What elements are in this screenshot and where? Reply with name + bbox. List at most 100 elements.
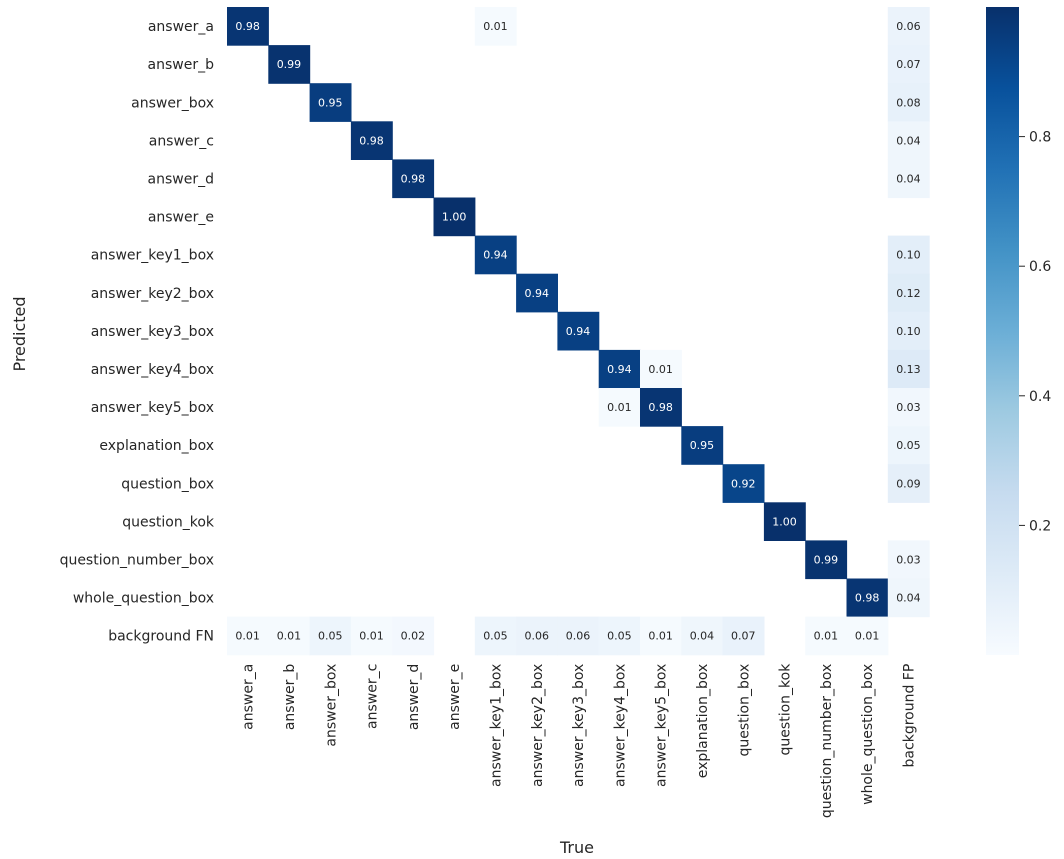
heatmap-cells: 0.98 0.01 0.06 0.99 0.07 0.95 0.08 0.98 0.04 0.98… [227,7,930,656]
y-tick-label: answer_key4_box [91,362,214,378]
y-tick-label: answer_key1_box [91,248,214,264]
cell-value-label: 0.06 [566,630,591,643]
heatmap-cell [887,349,930,389]
heatmap-cell [350,121,393,160]
x-tick-label: question_kok [778,663,794,756]
cell-value-label: 0.10 [896,249,921,262]
y-tick-label: answer_box [131,95,214,111]
heatmap-cell [887,426,930,465]
y-tick-label: answer_key5_box [91,400,214,416]
cell-value-label: 0.01 [607,401,632,414]
heatmap-cell [474,616,517,656]
cell-value-label: 0.04 [690,630,715,643]
heatmap-cell [598,388,641,427]
y-tick-label: question_box [121,476,214,492]
heatmap-cell [227,616,269,656]
x-tick-label: answer_a [241,664,257,730]
heatmap-cell [887,273,930,313]
cell-value-label: 0.05 [896,439,921,452]
cell-value-label: 0.94 [566,325,591,338]
heatmap-cell [887,464,930,503]
heatmap-cell [887,159,930,199]
heatmap-cell [805,616,848,656]
y-tick-label: answer_d [148,171,214,187]
cell-value-label: 0.01 [359,630,384,643]
cell-value-label: 0.98 [855,592,880,605]
x-tick-label: whole_question_box [860,664,876,805]
heatmap-cell [805,540,848,580]
cell-value-label: 0.94 [483,249,508,262]
y-tick-label: answer_b [148,57,215,73]
x-tick-label: answer_key4_box [612,664,628,787]
heatmap-cell [763,502,806,541]
x-tick-label: answer_key1_box [488,664,504,787]
heatmap-cell [846,616,889,656]
x-tick-labels: answer_a answer_b answer_box answer_c answer… [241,663,918,818]
cell-value-label: 0.99 [277,58,302,71]
cell-value-label: 0.99 [814,553,839,566]
x-tick-label: answer_b [282,664,298,731]
cell-value-label: 0.02 [401,630,426,643]
x-tick-label: answer_d [406,664,422,730]
cell-value-label: 0.01 [648,630,673,643]
cell-value-label: 0.05 [318,630,343,643]
heatmap-cell [846,578,889,618]
colorbar-tick-label: 0.8 [1029,130,1051,146]
colorbar-tick-label: 0.4 [1029,389,1051,405]
cell-value-label: 0.94 [525,287,550,300]
cell-value-label: 1.00 [442,211,467,224]
cell-value-label: 0.07 [731,630,756,643]
heatmap-cell [268,45,311,84]
heatmap-cell [681,426,724,465]
heatmap-cell [474,235,517,275]
y-tick-label: background FN [108,629,214,645]
heatmap-cell [640,388,682,427]
cell-value-label: 0.01 [648,363,673,376]
x-tick-label: answer_e [447,664,463,730]
colorbar-ticks: 0.2 0.4 0.6 0.8 [1019,130,1051,534]
heatmap-cell [598,616,641,656]
cell-value-label: 0.98 [648,401,673,414]
colorbar-tick-label: 0.2 [1029,518,1051,534]
heatmap-cell [887,121,930,160]
heatmap-cell [557,311,600,351]
x-tick-label: question_box [736,664,752,757]
heatmap-cell [350,616,393,656]
heatmap-cell [392,616,435,656]
y-tick-label: answer_c [149,133,214,149]
heatmap-cell [887,7,930,46]
heatmap-cell [887,83,930,122]
heatmap-cell [640,616,682,656]
y-tick-label: question_kok [122,514,215,530]
colorbar-tick-label: 0.6 [1029,259,1051,275]
heatmap-cell [557,616,600,656]
heatmap-cell [598,349,641,389]
x-tick-label: answer_c [365,664,381,729]
heatmap-cell [887,45,930,84]
cell-value-label: 0.05 [607,630,632,643]
heatmap-cell [309,83,352,122]
heatmap-cell [309,616,352,656]
cell-value-label: 1.00 [772,515,797,528]
cell-value-label: 0.10 [896,325,921,338]
cell-value-label: 0.92 [731,477,756,490]
heatmap-cell [887,311,930,351]
x-tick-label: background FP [901,664,917,768]
heatmap-cell [392,159,435,199]
y-tick-label: answer_e [148,210,214,226]
cell-value-label: 0.12 [896,287,921,300]
y-tick-label: answer_key2_box [91,286,214,302]
cell-value-label: 0.98 [359,134,384,147]
cell-value-label: 0.09 [896,477,921,490]
y-tick-label: answer_key3_box [91,324,214,340]
cell-value-label: 0.13 [896,363,921,376]
cell-value-label: 0.03 [896,401,921,414]
heatmap-cell [227,7,269,46]
cell-value-label: 0.07 [896,58,921,71]
cell-value-label: 0.01 [483,20,508,33]
heatmap-cell [516,616,558,656]
x-tick-label: answer_box [323,664,339,747]
y-axis-label: Predicted [10,296,29,371]
heatmap-cell [887,388,930,427]
cell-value-label: 0.03 [896,553,921,566]
